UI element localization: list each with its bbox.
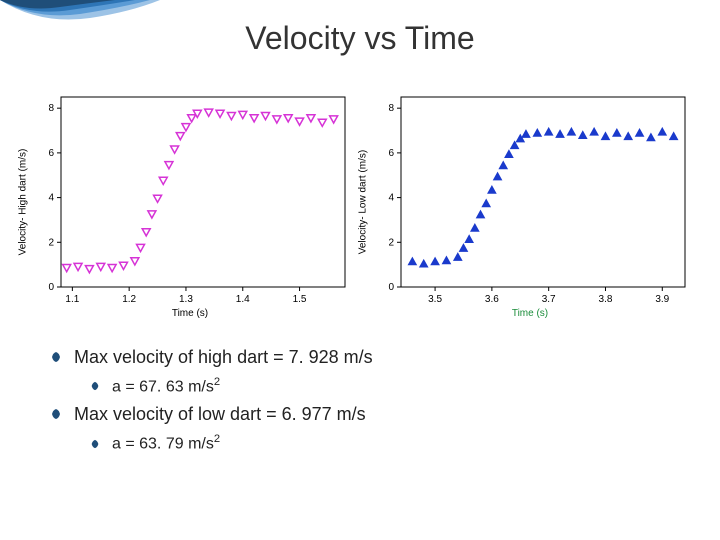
svg-text:6: 6 bbox=[48, 148, 54, 159]
svg-text:1.3: 1.3 bbox=[179, 294, 193, 305]
bullet-text: Max velocity of high dart = 7. 928 m/s bbox=[74, 347, 373, 368]
bullet-list: Max velocity of high dart = 7. 928 m/s a … bbox=[0, 347, 720, 454]
chart-high-dart: 024681.11.21.31.41.5 Velocity- High dart… bbox=[25, 87, 355, 317]
svg-text:8: 8 bbox=[48, 103, 54, 114]
svg-text:2: 2 bbox=[48, 237, 54, 248]
svg-text:2: 2 bbox=[388, 237, 394, 248]
chart-left-xlabel: Time (s) bbox=[172, 308, 208, 319]
svg-text:4: 4 bbox=[48, 193, 54, 204]
svg-text:1.2: 1.2 bbox=[122, 294, 136, 305]
svg-text:1.4: 1.4 bbox=[236, 294, 250, 305]
svg-text:4: 4 bbox=[388, 193, 394, 204]
svg-text:0: 0 bbox=[388, 282, 394, 293]
svg-text:1.1: 1.1 bbox=[65, 294, 79, 305]
chart-right-svg: 0 2 4 6 8 3.5 3.6 3.7 3.8 3.9 bbox=[365, 87, 695, 317]
sub-bullet-item: a = 67. 63 m/s2 bbox=[50, 376, 720, 396]
svg-text:0: 0 bbox=[48, 282, 54, 293]
chart-right-ylabel: Velocity- Low dart (m/s) bbox=[358, 150, 369, 254]
chart-left-ylabel: Velocity- High dart (m/s) bbox=[18, 149, 29, 256]
bullet-marker-icon bbox=[90, 436, 100, 446]
sub-bullet-item: a = 63. 79 m/s2 bbox=[50, 433, 720, 453]
svg-text:3.8: 3.8 bbox=[599, 294, 613, 305]
svg-text:1.5: 1.5 bbox=[293, 294, 307, 305]
bullet-text: a = 67. 63 m/s2 bbox=[112, 376, 220, 396]
svg-text:3.9: 3.9 bbox=[655, 294, 669, 305]
bullet-text: a = 63. 79 m/s2 bbox=[112, 433, 220, 453]
header-decoration bbox=[0, 0, 160, 60]
bullet-item: Max velocity of high dart = 7. 928 m/s bbox=[50, 347, 720, 368]
bullet-text: Max velocity of low dart = 6. 977 m/s bbox=[74, 404, 366, 425]
bullet-marker-icon bbox=[90, 378, 100, 388]
bullet-marker-icon bbox=[50, 350, 62, 362]
chart-low-dart: 024683.53.63.73.83.9 Velocity- Low dart … bbox=[365, 87, 695, 317]
svg-text:3.7: 3.7 bbox=[542, 294, 556, 305]
svg-text:3.5: 3.5 bbox=[428, 294, 442, 305]
bullet-item: Max velocity of low dart = 6. 977 m/s bbox=[50, 404, 720, 425]
bullet-marker-icon bbox=[50, 407, 62, 419]
chart-left-svg: 0 2 4 6 8 1.1 1.2 1.3 1.4 1.5 bbox=[25, 87, 355, 317]
svg-text:8: 8 bbox=[388, 103, 394, 114]
svg-text:6: 6 bbox=[388, 148, 394, 159]
chart-right-xlabel: Time (s) bbox=[512, 308, 548, 319]
svg-text:3.6: 3.6 bbox=[485, 294, 499, 305]
charts-row: 0 2 4 6 8 1.1 1.2 1.3 1.4 1.5 Velocity- High dart… bbox=[0, 87, 720, 317]
